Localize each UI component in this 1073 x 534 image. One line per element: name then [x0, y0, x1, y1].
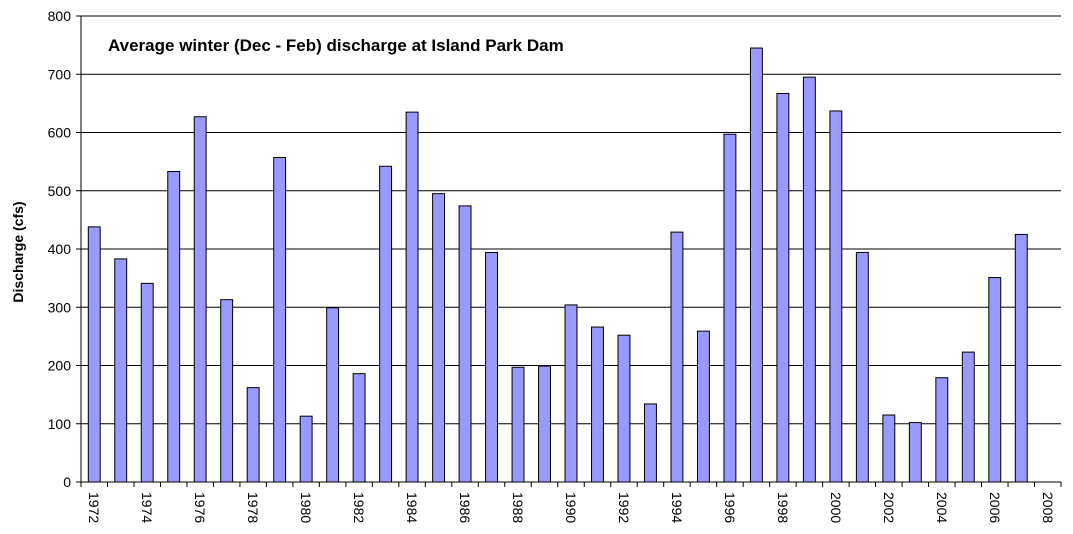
- x-tick-label: 1980: [298, 492, 314, 523]
- y-tick-label: 300: [48, 299, 72, 315]
- bar-1987: [485, 251, 499, 483]
- bar-2007: [1014, 233, 1028, 483]
- bar-1975: [167, 171, 181, 483]
- x-tick-label: 1982: [351, 492, 367, 523]
- bar-1999: [802, 76, 816, 483]
- bar-1984: [405, 111, 419, 483]
- x-tick-label: 1996: [722, 492, 738, 523]
- bar-1996: [723, 133, 737, 483]
- bar-2006: [988, 277, 1002, 483]
- y-tick-label: 500: [48, 183, 72, 199]
- y-tick-label: 0: [63, 474, 71, 490]
- x-tick-label: 2002: [881, 492, 897, 523]
- bar-1974: [140, 282, 154, 483]
- bar-1986: [458, 205, 472, 483]
- bar-1981: [326, 307, 340, 483]
- y-tick-label: 800: [48, 8, 72, 24]
- gridlines: [81, 15, 1061, 483]
- bar-1980: [299, 415, 313, 483]
- bar-1979: [273, 157, 287, 483]
- bar-1995: [696, 330, 710, 483]
- y-tick-label: 100: [48, 416, 72, 432]
- bar-1972: [87, 226, 101, 483]
- bar-1990: [564, 304, 578, 483]
- x-tick-label: 1976: [192, 492, 208, 523]
- bar-1983: [379, 165, 393, 483]
- x-tick-label: 1984: [404, 492, 420, 523]
- bar-1994: [670, 231, 684, 483]
- x-tick-label: 1994: [669, 492, 685, 523]
- y-tick-label: 700: [48, 66, 72, 82]
- axes: [76, 15, 1062, 487]
- bars: [87, 47, 1028, 483]
- bar-2001: [855, 251, 869, 483]
- x-tick-labels: 1972 1974 1976 1978 1980 1982 1984 1986 1988 1990…: [86, 492, 1056, 523]
- bar-1976: [193, 116, 207, 483]
- x-tick-label: 2008: [1040, 492, 1056, 523]
- x-tick-label: 1988: [510, 492, 526, 523]
- chart-title: Average winter (Dec - Feb) discharge at …: [108, 36, 564, 55]
- bar-2004: [935, 377, 949, 483]
- x-tick-label: 1998: [775, 492, 791, 523]
- x-tick-label: 1974: [139, 492, 155, 523]
- bar-1973: [114, 258, 128, 483]
- bar-1977: [220, 299, 234, 483]
- x-tick-label: 2006: [987, 492, 1003, 523]
- bar-1991: [591, 326, 604, 483]
- bar-1998: [776, 92, 790, 483]
- bar-1989: [538, 365, 551, 483]
- x-tick-label: 1978: [245, 492, 261, 523]
- y-tick-label: 200: [48, 358, 72, 374]
- bar-1985: [432, 193, 446, 483]
- y-tick-labels: 0 100 200 300 400 500 600 700 800: [48, 8, 72, 490]
- bar-1988: [511, 366, 525, 483]
- x-tick-label: 2000: [828, 492, 844, 523]
- bar-1997: [749, 47, 763, 483]
- bar-1992: [617, 334, 631, 483]
- bar-2005: [961, 351, 975, 483]
- x-tick-label: 1986: [457, 492, 473, 523]
- y-axis-title: Discharge (cfs): [10, 201, 26, 302]
- y-tick-label: 600: [48, 125, 72, 141]
- bar-1978: [246, 387, 260, 483]
- bar-2000: [829, 110, 843, 483]
- x-tick-label: 1990: [563, 492, 579, 523]
- x-tick-label: 1972: [86, 492, 102, 523]
- bar-2003: [908, 422, 922, 483]
- bar-1993: [644, 403, 657, 483]
- y-tick-label: 400: [48, 241, 72, 257]
- x-tick-label: 2004: [934, 492, 950, 523]
- x-tick-label: 1992: [616, 492, 632, 523]
- bar-1982: [352, 373, 366, 483]
- bar-2002: [882, 414, 896, 483]
